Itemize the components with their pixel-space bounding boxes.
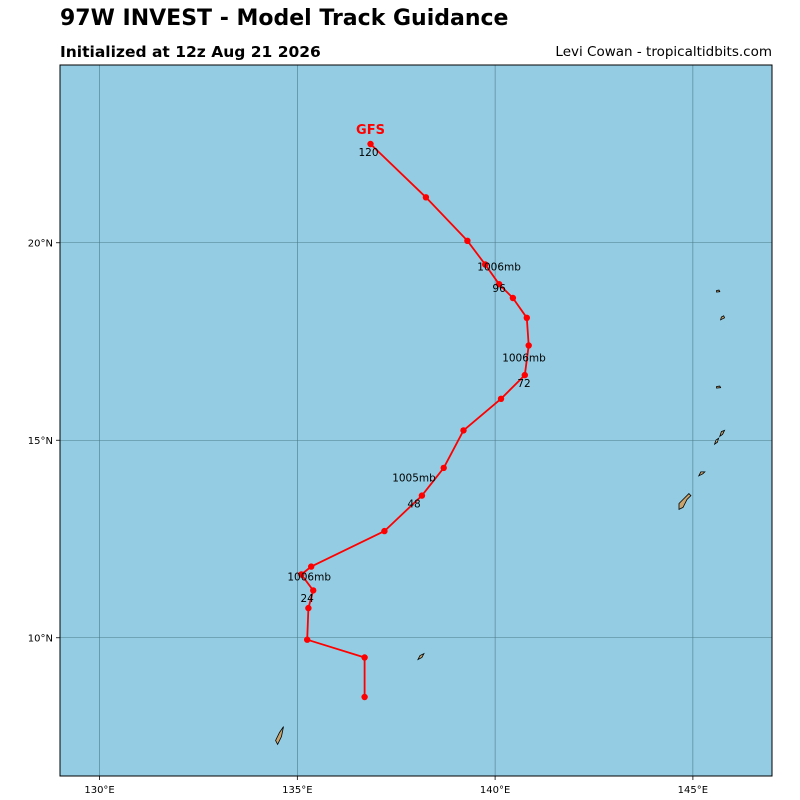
track-point	[460, 427, 467, 434]
track-point	[367, 140, 374, 148]
ocean	[59, 64, 773, 777]
track-label: 1005mb	[392, 473, 436, 485]
lat-tick-label: 10°N	[28, 633, 53, 644]
lat-tick-label: 20°N	[28, 238, 53, 249]
island-guam	[678, 493, 692, 511]
track-label: 72	[517, 378, 530, 390]
track-point	[298, 571, 305, 578]
track-point	[525, 342, 532, 349]
track-point	[523, 314, 530, 321]
track-point	[305, 604, 312, 612]
page-subtitle: Initialized at 12z Aug 21 2026	[60, 43, 321, 61]
track-label: 1006mb	[502, 352, 546, 364]
track-point	[440, 464, 447, 472]
track-point	[308, 563, 315, 570]
island-pagan	[719, 315, 726, 321]
credit-text: Levi Cowan - tropicaltidbits.com	[555, 44, 772, 60]
ticks-layer: 130°E 135°E 140°E 145°E 10°N 15°N 20°N	[28, 238, 708, 796]
track-point	[304, 636, 311, 643]
track-label: 1006mb	[287, 572, 331, 584]
lon-tick-label: 145°E	[678, 785, 708, 796]
track-point	[495, 281, 503, 288]
island-anatahan	[716, 385, 722, 389]
track-point	[521, 371, 528, 379]
island-palau	[275, 726, 284, 746]
map-frame	[59, 64, 773, 777]
track-label: 1006mb	[477, 261, 521, 273]
islands-layer	[275, 289, 726, 746]
grid-layer	[60, 65, 772, 776]
track-label: 96	[492, 283, 506, 295]
track-point	[361, 693, 368, 701]
island-yap	[417, 652, 425, 661]
track-label: 120	[358, 147, 378, 159]
island-tinian	[713, 437, 720, 446]
track-label: 24	[301, 593, 315, 605]
track-layer: 24 1006mb 48 1005mb 72 1006mb 96 1006mb 120 GFS	[287, 123, 546, 701]
model-label: GFS	[356, 123, 385, 138]
island-agrihan	[716, 289, 721, 293]
lon-tick-label: 130°E	[84, 785, 114, 796]
track-label: 48	[407, 498, 420, 510]
track-point	[418, 492, 426, 499]
track-point	[361, 654, 368, 661]
track-point	[509, 294, 517, 302]
lat-tick-label: 15°N	[28, 436, 53, 447]
track-point	[497, 395, 505, 402]
page-title: 97W INVEST - Model Track Guidance	[60, 6, 509, 31]
track-point	[310, 587, 317, 594]
island-rota	[697, 471, 706, 477]
island-saipan	[719, 429, 726, 438]
lon-tick-label: 135°E	[282, 785, 312, 796]
lon-tick-label: 140°E	[480, 785, 510, 796]
track-point	[464, 237, 471, 244]
track-point	[482, 261, 489, 268]
track-point	[422, 194, 430, 201]
track-point	[381, 527, 388, 535]
